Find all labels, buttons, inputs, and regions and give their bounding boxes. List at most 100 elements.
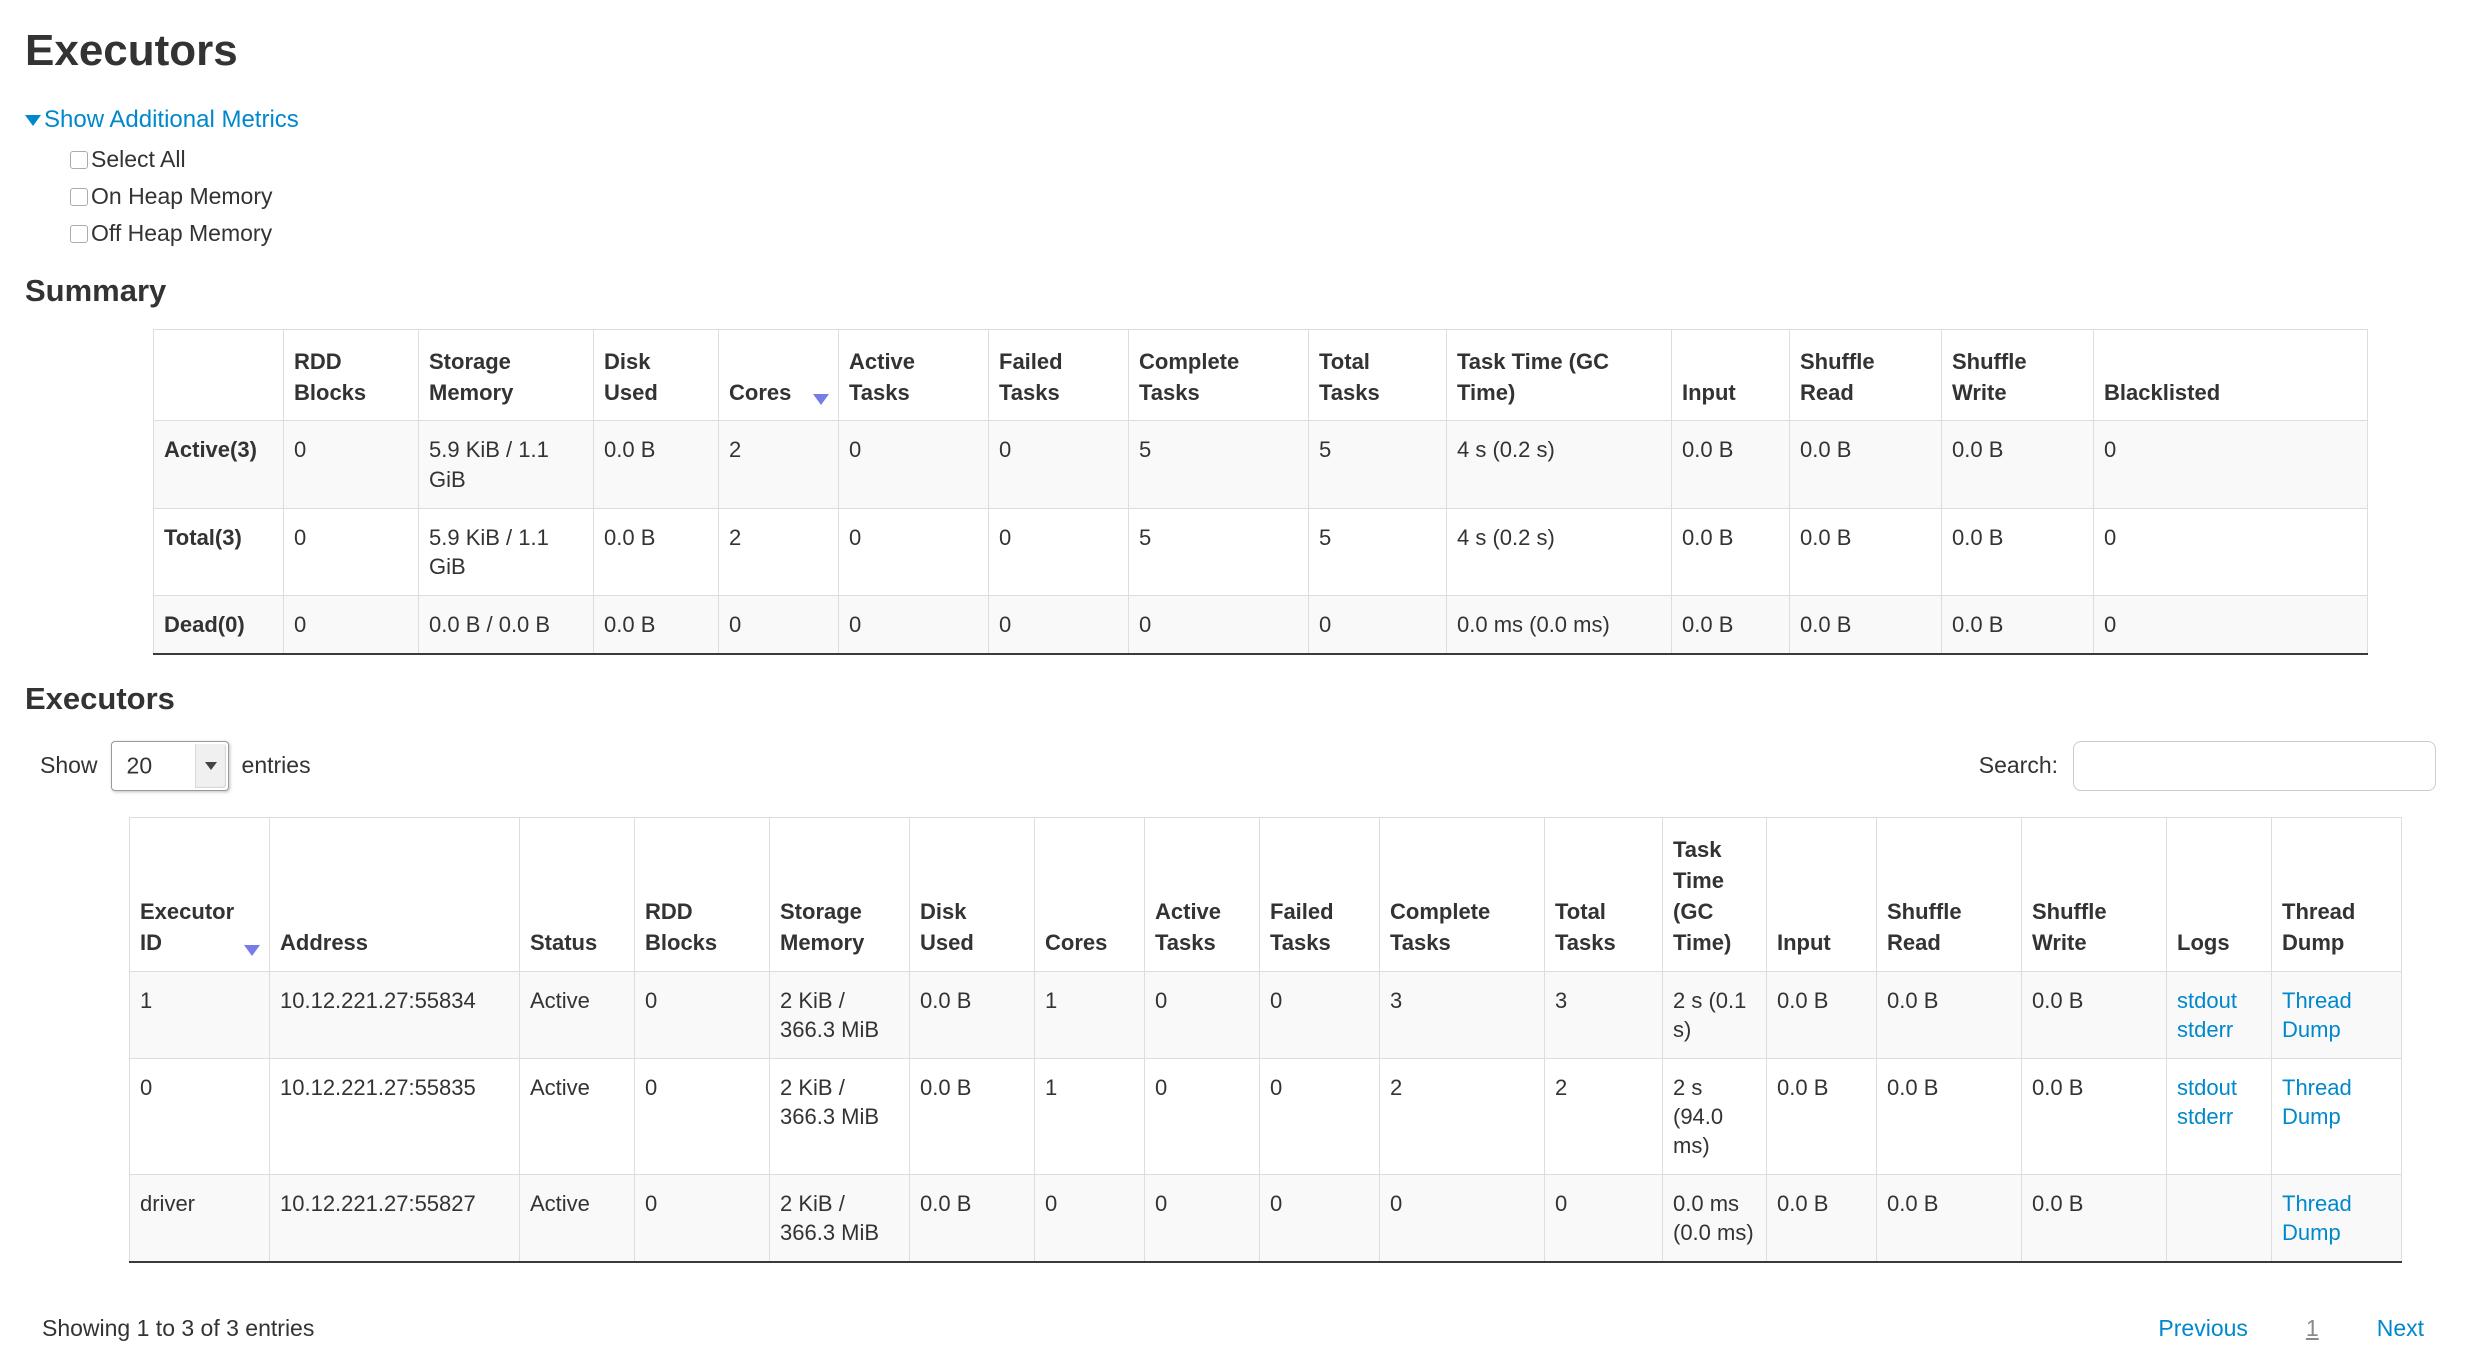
stdout-link[interactable]: stdout <box>2177 987 2237 1013</box>
summary-col-shuffle-write[interactable]: Shuffle Write <box>1941 328 2094 422</box>
cell-address: 10.12.221.27:55834 <box>269 970 520 1059</box>
exec-col-active-tasks[interactable]: Active Tasks <box>1144 816 1260 972</box>
pagination-previous[interactable]: Previous <box>2158 1314 2248 1341</box>
stderr-link[interactable]: stderr <box>2177 1016 2234 1042</box>
cell-complete-tasks: 3 <box>1379 970 1545 1059</box>
summary-col-input[interactable]: Input <box>1671 328 1790 422</box>
summary-col-rdd-blocks[interactable]: RDD Blocks <box>283 328 419 422</box>
exec-col-total-tasks[interactable]: Total Tasks <box>1544 816 1663 972</box>
exec-col-thread-dump[interactable]: Thread Dump <box>2271 816 2402 972</box>
show-additional-metrics-label: Show Additional Metrics <box>44 106 299 133</box>
exec-col-failed-tasks[interactable]: Failed Tasks <box>1259 816 1380 972</box>
row-label: Dead(0) <box>153 594 284 655</box>
pagination: Previous 1 Next <box>2158 1315 2424 1342</box>
exec-col-logs[interactable]: Logs <box>2166 816 2272 972</box>
summary-col-active-tasks[interactable]: Active Tasks <box>838 328 989 422</box>
cell-disk-used: 0.0 B <box>909 1173 1035 1263</box>
cell-failed-tasks: 0 <box>988 507 1129 596</box>
cell-input: 0.0 B <box>1766 970 1877 1059</box>
stdout-link[interactable]: stdout <box>2177 1074 2237 1100</box>
exec-col-task-time[interactable]: Task Time (GC Time) <box>1662 816 1767 972</box>
metric-option-label: On Heap Memory <box>91 183 273 209</box>
summary-col-total-tasks[interactable]: Total Tasks <box>1308 328 1447 422</box>
exec-col-shuffle-write[interactable]: Shuffle Write <box>2021 816 2167 972</box>
thread-dump-link[interactable]: Thread Dump <box>2282 1190 2352 1245</box>
show-additional-metrics-toggle[interactable]: Show Additional Metrics <box>25 106 299 134</box>
cell-complete-tasks: 5 <box>1128 420 1309 509</box>
cell-shuffle-write: 0.0 B <box>2021 1057 2167 1175</box>
search-label: Search: <box>1978 752 2058 779</box>
row-label: Active(3) <box>153 420 284 509</box>
summary-col-task-time[interactable]: Task Time (GC Time) <box>1446 328 1672 422</box>
table-info: Showing 1 to 3 of 3 entries <box>42 1314 315 1341</box>
summary-col-failed-tasks[interactable]: Failed Tasks <box>988 328 1129 422</box>
cell-cores: 1 <box>1034 970 1145 1059</box>
select-all-checkbox[interactable] <box>70 150 88 169</box>
thread-dump-link[interactable]: Thread Dump <box>2282 987 2352 1042</box>
cell-shuffle-read: 0.0 B <box>1876 1057 2022 1175</box>
exec-col-executor-id[interactable]: Executor ID <box>129 816 270 972</box>
page-size-control: Show 20 entries <box>40 740 311 791</box>
exec-col-cores[interactable]: Cores <box>1034 816 1145 972</box>
pagination-page-1[interactable]: 1 <box>2305 1314 2319 1341</box>
cell-total-tasks: 0 <box>1544 1173 1663 1263</box>
cell-storage-memory: 2 KiB / 366.3 MiB <box>769 970 910 1059</box>
pagination-next[interactable]: Next <box>2376 1314 2424 1341</box>
off-heap-memory-checkbox[interactable] <box>70 224 88 243</box>
stderr-link[interactable]: stderr <box>2177 1103 2234 1129</box>
select-dropdown-button[interactable] <box>194 743 226 788</box>
cell-failed-tasks: 0 <box>1259 1173 1380 1263</box>
summary-col-storage-memory[interactable]: Storage Memory <box>418 328 594 422</box>
exec-col-complete-tasks[interactable]: Complete Tasks <box>1379 816 1545 972</box>
table-footer: Showing 1 to 3 of 3 entries Previous 1 N… <box>42 1315 2424 1342</box>
table-controls: Show 20 entries Search: <box>40 740 2436 791</box>
summary-col-blacklisted[interactable]: Blacklisted <box>2093 328 2368 422</box>
cell-input: 0.0 B <box>1671 420 1790 509</box>
search-control: Search: <box>1978 740 2436 791</box>
show-label: Show <box>40 752 98 779</box>
search-input[interactable] <box>2073 740 2436 791</box>
exec-col-status[interactable]: Status <box>519 816 635 972</box>
page-size-select[interactable]: 20 <box>110 740 229 791</box>
cell-task-time: 0.0 ms (0.0 ms) <box>1446 594 1672 655</box>
executors-header-row: Executor ID Address Status RDD Blocks St… <box>129 816 2402 972</box>
exec-col-input[interactable]: Input <box>1766 816 1877 972</box>
cell-blacklisted: 0 <box>2093 507 2368 596</box>
metric-option-on-heap-memory[interactable]: On Heap Memory <box>70 183 2466 210</box>
caret-down-icon <box>25 114 41 126</box>
cell-disk-used: 0.0 B <box>909 970 1035 1059</box>
summary-header-row: RDD Blocks Storage Memory Disk Used Core… <box>153 328 2368 422</box>
cell-cores: 0 <box>718 594 839 655</box>
summary-col-spacer <box>153 328 284 422</box>
cell-rdd-blocks: 0 <box>634 970 770 1059</box>
summary-col-complete-tasks[interactable]: Complete Tasks <box>1128 328 1309 422</box>
metric-option-off-heap-memory[interactable]: Off Heap Memory <box>70 220 2466 247</box>
cell-rdd-blocks: 0 <box>283 420 419 509</box>
summary-col-shuffle-read[interactable]: Shuffle Read <box>1789 328 1942 422</box>
cell-cores: 1 <box>1034 1057 1145 1175</box>
on-heap-memory-checkbox[interactable] <box>70 187 88 206</box>
summary-col-disk-used[interactable]: Disk Used <box>593 328 719 422</box>
exec-col-rdd-blocks[interactable]: RDD Blocks <box>634 816 770 972</box>
exec-col-storage-memory[interactable]: Storage Memory <box>769 816 910 972</box>
cell-total-tasks: 3 <box>1544 970 1663 1059</box>
cell-executor-id: 0 <box>129 1057 270 1175</box>
exec-col-address[interactable]: Address <box>269 816 520 972</box>
thread-dump-link[interactable]: Thread Dump <box>2282 1074 2352 1129</box>
cell-total-tasks: 5 <box>1308 507 1447 596</box>
summary-col-cores[interactable]: Cores <box>718 328 839 422</box>
exec-col-shuffle-read[interactable]: Shuffle Read <box>1876 816 2022 972</box>
row-label: Total(3) <box>153 507 284 596</box>
cell-task-time: 4 s (0.2 s) <box>1446 420 1672 509</box>
page-size-value: 20 <box>126 752 153 779</box>
summary-heading: Summary <box>25 273 167 308</box>
cell-shuffle-read: 0.0 B <box>1789 420 1942 509</box>
cell-total-tasks: 2 <box>1544 1057 1663 1175</box>
cell-blacklisted: 0 <box>2093 420 2368 509</box>
executor-row-driver: driver 10.12.221.27:55827 Active 0 2 KiB… <box>129 1173 2402 1263</box>
exec-col-disk-used[interactable]: Disk Used <box>909 816 1035 972</box>
cell-logs: stdout stderr <box>2166 970 2272 1059</box>
cell-status: Active <box>519 1057 635 1175</box>
metric-option-select-all[interactable]: Select All <box>70 146 2466 173</box>
